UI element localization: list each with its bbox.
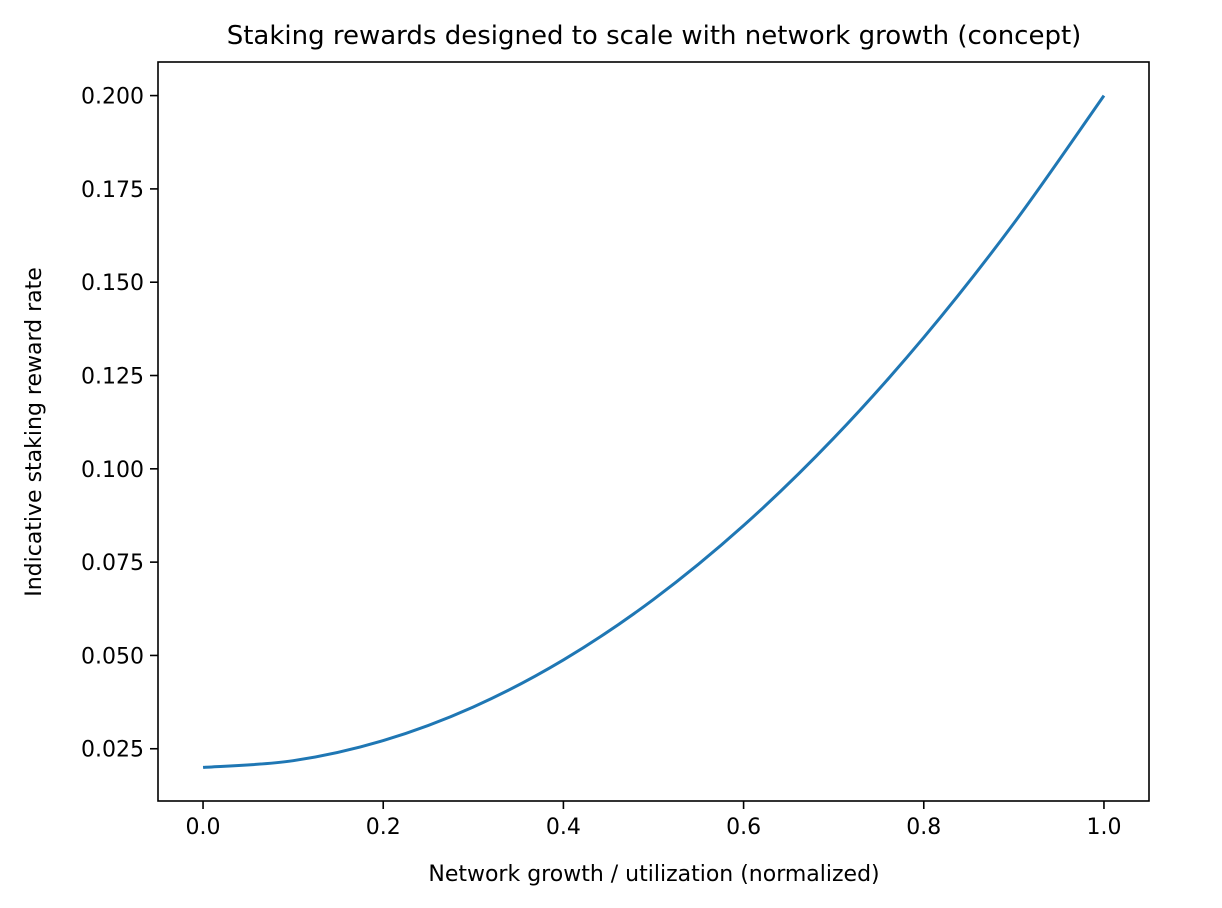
x-axis-ticks: 0.0 0.2 0.4 0.6 0.8 1.0 [186,801,1121,840]
y-tick-label: 0.125 [81,365,144,390]
y-tick-label: 0.025 [81,738,144,763]
x-tick-label: 0.4 [546,815,581,840]
series-line-0 [202,94,1106,769]
y-axis-label: Indicative staking reward rate [22,267,47,597]
y-tick-label: 0.050 [81,644,144,669]
x-tick-label: 1.0 [1086,815,1121,840]
plot-frame [157,61,1150,802]
x-tick-label: 0.8 [906,815,941,840]
x-tick-label: 0.0 [186,815,221,840]
y-tick-label: 0.175 [81,178,144,203]
x-tick-label: 0.2 [366,815,401,840]
y-tick-label: 0.075 [81,551,144,576]
y-tick-label: 0.150 [81,271,144,296]
y-axis-ticks: 0.025 0.050 0.075 0.100 0.125 0.150 0.175 0.200 [81,85,158,763]
chart-title: Staking rewards designed to scale with n… [227,21,1082,51]
plot-area [202,94,1106,769]
y-tick-label: 0.200 [81,85,144,110]
x-tick-label: 0.6 [726,815,761,840]
y-tick-label: 0.100 [81,458,144,483]
x-axis-label: Network growth / utilization (normalized… [428,862,879,887]
